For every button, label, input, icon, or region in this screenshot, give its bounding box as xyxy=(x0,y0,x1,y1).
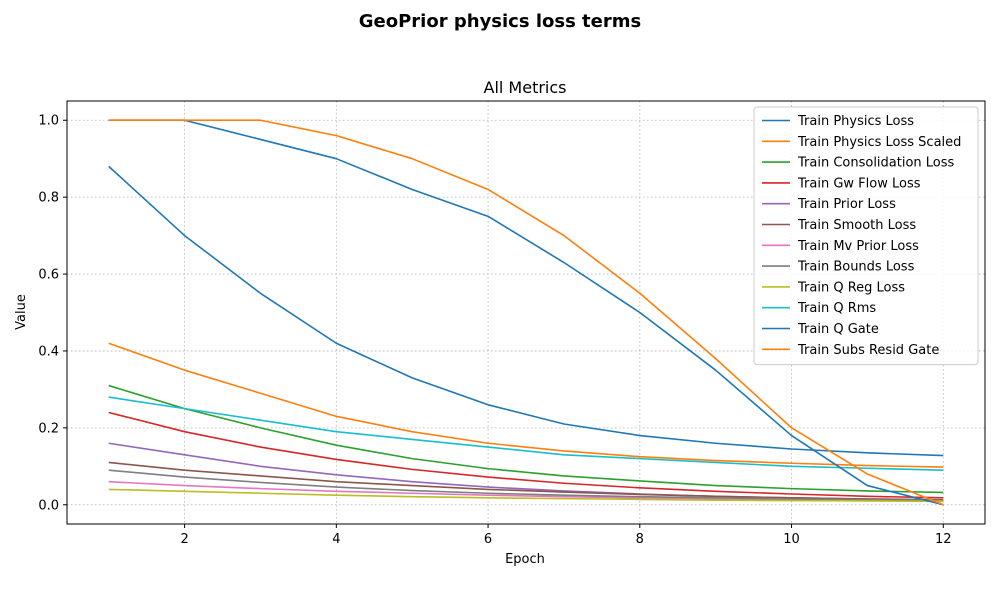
legend-label: Train Bounds Loss xyxy=(797,260,915,275)
series-line xyxy=(108,165,944,457)
y-tick-label: 0.2 xyxy=(38,421,59,436)
series-line xyxy=(108,119,944,506)
y-tick-label: 1.0 xyxy=(38,114,59,129)
series-lines xyxy=(108,119,944,506)
axes-title: All Metrics xyxy=(484,78,567,97)
y-tick-label: 0.4 xyxy=(38,344,59,359)
x-tick-label: 12 xyxy=(935,532,952,547)
legend-label: Train Physics Loss xyxy=(797,114,914,129)
y-tick-label: 0.6 xyxy=(38,268,59,283)
series-line xyxy=(108,119,944,506)
x-tick-label: 8 xyxy=(636,532,644,547)
y-tick-label: 0.0 xyxy=(38,498,59,513)
series-line xyxy=(108,384,944,494)
plot-area-frame xyxy=(66,100,986,525)
legend-label: Train Physics Loss Scaled xyxy=(797,135,961,150)
series-line xyxy=(108,396,944,471)
series-line xyxy=(108,461,944,501)
legend-box xyxy=(753,106,979,366)
y-axis-ticks: 0.0 0.2 0.4 0.6 0.8 1.0 xyxy=(38,114,67,513)
x-tick-label: 4 xyxy=(332,532,340,547)
legend-label: Train Q Rms xyxy=(797,301,876,316)
legend-label: Train Smooth Loss xyxy=(797,218,916,233)
figure-title: GeoPrior physics loss terms xyxy=(359,11,641,32)
series-line xyxy=(108,488,944,503)
legend-label: Train Gw Flow Loss xyxy=(797,176,921,191)
x-tick-label: 6 xyxy=(484,532,492,547)
x-axis-ticks: 2 4 6 8 10 12 xyxy=(180,524,952,547)
legend-label: Train Q Reg Loss xyxy=(797,280,905,295)
series-line xyxy=(108,342,944,468)
legend: Train Physics Loss Train Physics Loss Sca… xyxy=(753,106,979,366)
x-tick-label: 10 xyxy=(783,532,800,547)
legend-label: Train Prior Loss xyxy=(797,197,896,212)
x-axis-label: Epoch xyxy=(505,552,545,567)
series-line xyxy=(108,469,944,502)
legend-label: Train Q Gate xyxy=(797,322,879,337)
y-axis-label: Value xyxy=(14,294,29,330)
y-tick-label: 0.8 xyxy=(38,191,59,206)
legend-label: Train Subs Resid Gate xyxy=(797,343,939,358)
legend-label: Train Consolidation Loss xyxy=(797,156,955,171)
legend-label: Train Mv Prior Loss xyxy=(797,239,919,254)
x-tick-label: 2 xyxy=(180,532,188,547)
series-line xyxy=(108,411,944,499)
